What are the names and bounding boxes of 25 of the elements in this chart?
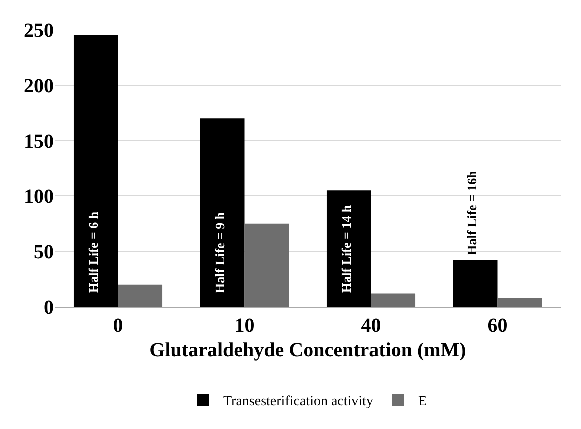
bar bbox=[244, 224, 290, 307]
x-tick-label: 0 bbox=[113, 315, 124, 337]
y-tick-label: 100 bbox=[24, 186, 54, 208]
bar bbox=[326, 190, 372, 307]
bar bbox=[453, 260, 498, 307]
y-tick-label: 50 bbox=[34, 242, 54, 264]
x-axis-title: Glutaraldehyde Concentration (mM) bbox=[150, 340, 466, 362]
y-tick-label: 250 bbox=[24, 20, 54, 42]
x-tick-label: 60 bbox=[488, 315, 508, 337]
legend-label: E bbox=[418, 394, 428, 410]
annotation: Half Life = 9 h bbox=[212, 212, 228, 294]
annotation: Half Life = 6 h bbox=[86, 211, 101, 293]
bar bbox=[74, 36, 118, 307]
bar bbox=[371, 294, 416, 307]
legend-label: Transesterification activity bbox=[224, 394, 374, 410]
annotation: Half Life = 16h bbox=[464, 170, 480, 256]
bar bbox=[498, 298, 542, 307]
x-tick-label: 10 bbox=[234, 315, 255, 337]
y-tick-label: 150 bbox=[24, 130, 54, 153]
bar bbox=[118, 284, 163, 307]
y-tick-label: 200 bbox=[24, 75, 54, 98]
x-tick-label: 40 bbox=[361, 315, 382, 337]
y-tick-label: 0 bbox=[44, 297, 54, 319]
annotation: Half Life = 14 h bbox=[338, 204, 354, 293]
bar bbox=[200, 118, 245, 307]
